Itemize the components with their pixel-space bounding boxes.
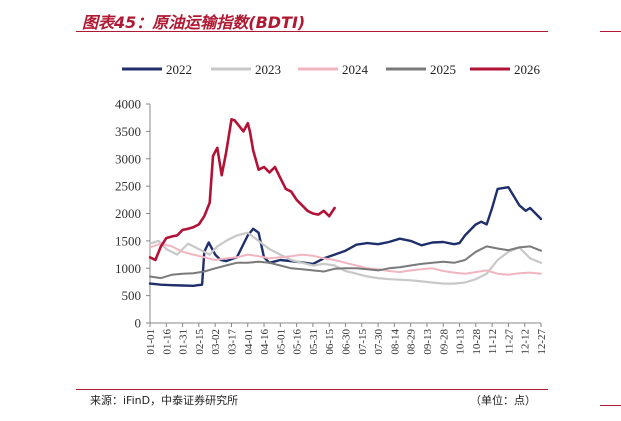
series-line-2026 <box>148 118 336 262</box>
y-tick-label: 2000 <box>115 206 141 221</box>
series-line-2025 <box>149 245 542 280</box>
x-tick-label: 05-01 <box>275 329 287 355</box>
x-tick-label: 02-15 <box>194 329 206 355</box>
footer-rule <box>76 389 548 390</box>
source-note: 来源：iFinD，中泰证券研究所 <box>90 394 239 407</box>
x-tick-label: 10-28 <box>471 329 483 355</box>
x-tick-label: 05-31 <box>308 329 320 355</box>
x-tick-label: 01-01 <box>145 329 157 355</box>
legend-label-2024: 2024 <box>342 62 369 77</box>
legend: 2022 2023 2024 2025 2026 <box>122 62 541 77</box>
x-tick-label: 03-02 <box>210 329 222 355</box>
x-tick-label: 04-01 <box>243 329 255 355</box>
x-tick-label: 03-17 <box>226 329 238 355</box>
series-group <box>148 118 543 287</box>
x-tick-label: 08-14 <box>389 329 401 355</box>
chart-title: 图表45：原油运输指数(BDTI) <box>82 13 306 32</box>
y-tick-label: 3500 <box>115 124 141 139</box>
x-tick-label: 07-30 <box>373 329 385 355</box>
x-tick-label: 12-12 <box>520 329 532 355</box>
right-rule <box>600 31 621 32</box>
y-tick-label: 1500 <box>115 233 141 248</box>
x-tick-label: 11-12 <box>487 329 499 354</box>
x-tick-label: 05-16 <box>292 329 304 355</box>
x-tick-label: 09-13 <box>422 329 434 355</box>
x-tick-label: 11-27 <box>503 329 515 355</box>
x-tick-label: 06-15 <box>324 329 336 355</box>
x-tick-label: 10-13 <box>455 329 467 355</box>
right-rule-bottom <box>600 405 621 406</box>
unit-note: （单位：点） <box>470 394 536 407</box>
x-tick-label: 06-30 <box>341 329 353 355</box>
x-tick-label: 01-16 <box>161 329 173 355</box>
legend-label-2025: 2025 <box>430 62 456 77</box>
y-tick-label: 500 <box>122 288 142 303</box>
x-tick-label: 12-27 <box>536 329 548 355</box>
x-tick-label: 08-29 <box>406 329 418 355</box>
title-rule <box>76 31 548 32</box>
legend-label-2023: 2023 <box>255 62 281 77</box>
y-tick-label: 4000 <box>115 97 141 112</box>
title-bar: 图表45：原油运输指数(BDTI) <box>76 6 548 32</box>
x-tick-label: 04-16 <box>259 329 271 355</box>
y-tick-label: 1000 <box>115 261 141 276</box>
y-tick-label: 0 <box>135 316 142 331</box>
x-axis: 01-01 01-16 01-31 02-15 03-02 03-17 04-01 04-16… <box>145 322 548 355</box>
y-tick-label: 2500 <box>115 179 141 194</box>
x-tick-label: 09-28 <box>438 329 450 355</box>
y-axis: 0 500 1000 1500 2000 2500 3000 3500 4000 <box>115 97 151 331</box>
series-line-2024 <box>149 242 542 276</box>
legend-label-2026: 2026 <box>514 62 541 77</box>
y-tick-label: 3000 <box>115 151 141 166</box>
series-line-2022 <box>148 185 543 287</box>
x-tick-label: 01-31 <box>178 329 190 355</box>
x-tick-label: 07-15 <box>357 329 369 355</box>
legend-label-2022: 2022 <box>166 62 192 77</box>
